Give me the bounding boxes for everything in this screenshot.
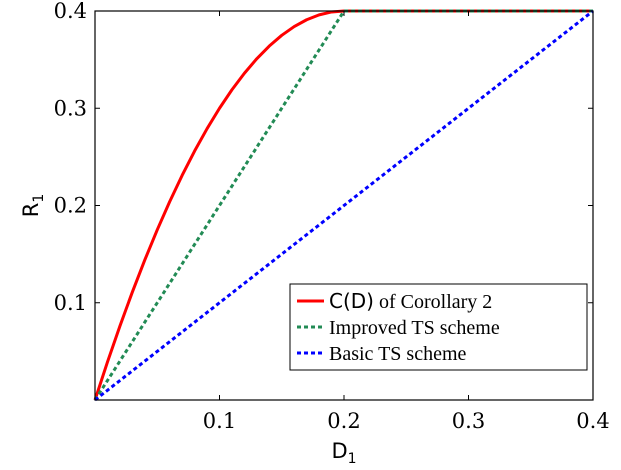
legend-label-2: Improved TS scheme [329, 317, 500, 339]
legend-box [289, 283, 588, 371]
x-tick-label: 0.1 [203, 409, 236, 433]
y-tick-label: 0.2 [54, 194, 87, 218]
y-tick-label: 0.4 [54, 0, 87, 23]
x-axis-label-sub: 1 [348, 451, 357, 467]
x-tick-label: 0.3 [452, 409, 485, 433]
ticks-layer: 0.1 0.2 0.3 0.4 0.1 0.2 0.3 0.4 [54, 0, 610, 433]
x-tick-label: 0.2 [327, 409, 360, 433]
series-layer [93, 9, 594, 402]
series-line-3 [94, 9, 594, 402]
x-tick-label: 0.4 [576, 409, 609, 433]
legend-label-1: C(D) of Corollary 2 [329, 289, 492, 313]
y-axis-label: R1 [19, 194, 47, 218]
legend-items: C(D) of Corollary 2 Improved TS scheme Bas… [297, 289, 500, 365]
y-axis-label-sub: 1 [31, 194, 47, 203]
y-tick-label: 0.1 [54, 291, 87, 315]
y-tick-label: 0.3 [54, 96, 87, 120]
series-line-1 [93, 9, 593, 401]
x-axis-label: D1 [331, 439, 356, 467]
legend: C(D) of Corollary 2 Improved TS scheme Bas… [289, 283, 588, 371]
legend-label-3: Basic TS scheme [329, 343, 467, 365]
